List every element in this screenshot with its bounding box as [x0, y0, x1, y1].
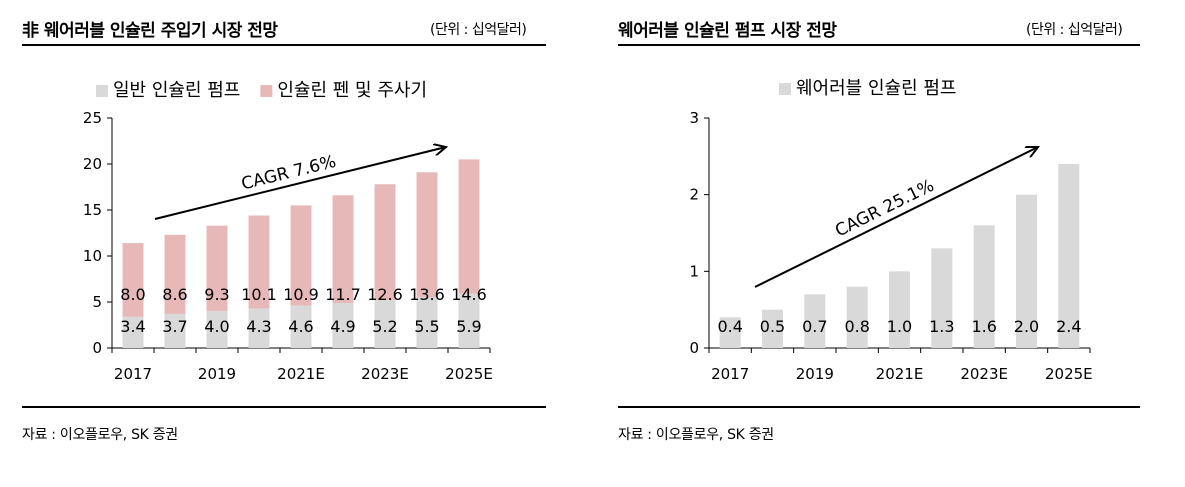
cagr-annotation: CAGR 7.6%	[239, 152, 338, 195]
data-label-1-2024E: 5.5	[414, 317, 439, 336]
bar-1-2024E	[1016, 194, 1037, 348]
cagr-annotation: CAGR 25.1%	[832, 176, 937, 242]
data-label-2-2024E: 13.6	[409, 285, 445, 304]
legend-label-1: 웨어러블 인슐린 펌프	[796, 78, 956, 99]
bar-1-2021E	[290, 305, 312, 348]
data-label-1-2019: 0.7	[802, 317, 827, 336]
data-label-1-2023E: 1.6	[971, 317, 996, 336]
bar-2-2021E	[290, 205, 312, 306]
legend-label-1: 일반 인슐린 펌프	[113, 80, 240, 101]
y-tick-label: 15	[83, 201, 102, 219]
right-chart-panel: 웨어러블 인슐린 펌프 시장 전망 (단위 : 십억달러) 웨어러블 인슐린 펌…	[600, 0, 1185, 487]
y-tick-label: 3	[689, 109, 699, 127]
data-label-1-2025E: 5.9	[456, 317, 481, 336]
data-label-1-2020: 0.8	[844, 317, 869, 336]
bar-1-2020	[248, 308, 270, 348]
bar-1-2020	[846, 286, 868, 348]
data-label-1-2023E: 5.2	[372, 317, 397, 336]
left-stacked-bar-chart: 일반 인슐린 펌프 인슐린 펜 및 주사기 0 5 10 15 20 25 3.4 8.0 3.7 8…	[83, 80, 493, 383]
x-tick-label: 2021E	[277, 365, 325, 383]
right-top-rule	[618, 44, 1140, 46]
data-label-2-2021E: 10.9	[283, 285, 319, 304]
right-bar-chart: 웨어러블 인슐린 펌프 0 1 2 3 0.4 0.5 0.7 0.8 1.0 1.3 1.6 2.0 2…	[689, 78, 1093, 383]
data-label-2-2018: 8.6	[162, 285, 187, 304]
bar-1-2019	[804, 294, 826, 348]
y-tick-label: 2	[689, 186, 699, 204]
cagr-arrow	[754, 147, 1038, 288]
data-label-1-2018: 3.7	[162, 317, 187, 336]
bar-1-2023E	[973, 225, 995, 348]
bar-1-2024E	[416, 297, 438, 348]
left-chart-panel: 非 웨어러블 인슐린 주입기 시장 전망 (단위 : 십억달러) 일반 인슐린 …	[0, 0, 560, 487]
legend-label-2: 인슐린 펜 및 주사기	[277, 80, 427, 101]
bar-2-2017	[122, 243, 144, 317]
bar-1-2021E	[889, 271, 910, 348]
x-tick-label: 2021E	[876, 365, 924, 383]
right-source-note: 자료 : 이오플로우, SK 증권	[618, 427, 774, 443]
x-tick-label: 2023E	[361, 365, 409, 383]
y-tick-label: 1	[689, 262, 699, 280]
data-label-2-2023E: 12.6	[367, 285, 403, 304]
bar-1-2022E	[931, 248, 953, 348]
data-label-2-2019: 9.3	[204, 285, 229, 304]
left-source-note: 자료 : 이오플로우, SK 증권	[22, 427, 178, 443]
bar-1-2025E	[1058, 164, 1080, 348]
x-tick-label: 2023E	[960, 365, 1008, 383]
data-label-1-2022E: 1.3	[929, 317, 954, 336]
data-label-1-2019: 4.0	[204, 317, 229, 336]
x-tick-label: 2025E	[1045, 365, 1093, 383]
y-tick-label: 0	[689, 339, 699, 357]
x-tick-label: 2017	[711, 365, 749, 383]
bar-1-2017	[719, 317, 741, 348]
right-bottom-rule	[618, 406, 1140, 408]
legend-swatch-1	[96, 85, 108, 97]
x-tick-label: 2019	[198, 365, 236, 383]
bar-2-2020	[248, 215, 270, 309]
bar-1-2023E	[374, 300, 396, 348]
bar-1-2018	[164, 313, 186, 348]
data-label-1-2025E: 2.4	[1056, 317, 1081, 336]
bar-1-2019	[206, 311, 228, 348]
left-chart-unit: (단위 : 십억달러)	[430, 22, 527, 38]
right-chart-title: 웨어러블 인슐린 펌프 시장 전망	[618, 21, 837, 41]
right-chart-unit: (단위 : 십억달러)	[1026, 22, 1123, 38]
data-label-2-2017: 8.0	[120, 285, 145, 304]
data-label-1-2022E: 4.9	[330, 317, 355, 336]
bar-2-2024E	[416, 172, 438, 298]
data-label-1-2024E: 2.0	[1014, 317, 1039, 336]
left-top-rule	[22, 44, 546, 46]
bar-1-2018	[762, 309, 783, 348]
x-tick-label: 2017	[114, 365, 152, 383]
data-label-1-2017: 3.4	[120, 317, 145, 336]
bar-2-2022E	[332, 195, 354, 303]
y-tick-label: 20	[83, 155, 102, 173]
left-bottom-rule	[22, 406, 546, 408]
y-tick-label: 25	[83, 109, 102, 127]
bar-2-2025E	[458, 159, 480, 294]
bar-1-2022E	[332, 302, 354, 348]
data-label-2-2020: 10.1	[241, 285, 277, 304]
bar-2-2023E	[374, 184, 396, 301]
legend-swatch-1	[779, 83, 791, 95]
bar-1-2017	[122, 316, 144, 348]
cagr-arrow	[154, 147, 446, 220]
legend-swatch-2	[260, 85, 273, 97]
data-label-2-2025E: 14.6	[451, 285, 487, 304]
left-chart-title: 非 웨어러블 인슐린 주입기 시장 전망	[22, 21, 278, 41]
bar-1-2025E	[458, 293, 480, 348]
data-label-1-2018: 0.5	[760, 317, 785, 336]
bar-2-2018	[164, 234, 186, 314]
data-label-1-2021E: 1.0	[887, 317, 912, 336]
bar-2-2019	[206, 225, 228, 312]
data-label-2-2022E: 11.7	[325, 285, 361, 304]
y-tick-label: 10	[83, 247, 102, 265]
data-label-1-2020: 4.3	[246, 317, 271, 336]
x-tick-label: 2019	[796, 365, 834, 383]
data-label-1-2021E: 4.6	[288, 317, 313, 336]
x-tick-label: 2025E	[445, 365, 493, 383]
y-tick-label: 5	[92, 293, 102, 311]
y-tick-label: 0	[92, 339, 102, 357]
data-label-1-2017: 0.4	[717, 317, 742, 336]
